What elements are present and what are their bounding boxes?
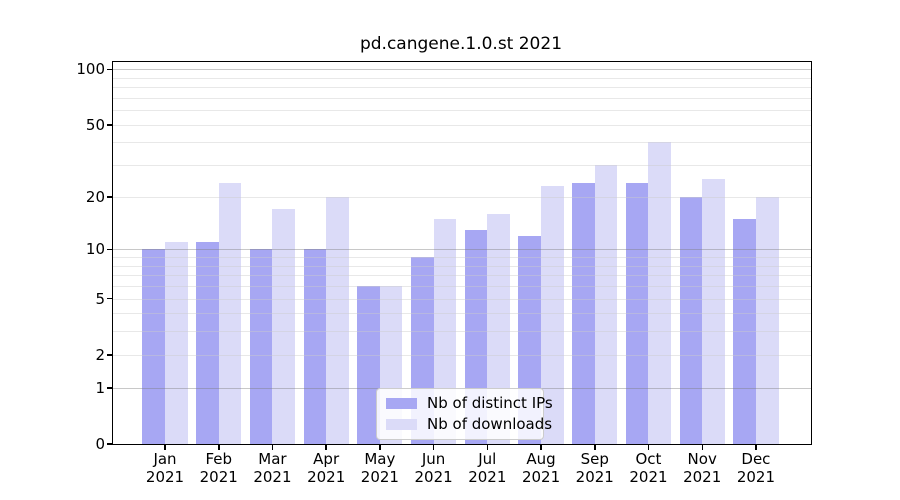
x-label-month: Nov xyxy=(687,450,717,468)
legend-label-downloads: Nb of downloads xyxy=(427,415,553,433)
x-axis-tick-label: Mar 2021 xyxy=(240,450,304,486)
bar-downloads-mar xyxy=(272,209,296,444)
x-label-year: 2021 xyxy=(199,468,238,486)
x-label-month: Jul xyxy=(478,450,497,468)
bar-downloads-apr xyxy=(326,196,349,444)
x-axis-tick-label: May 2021 xyxy=(348,450,412,486)
x-axis-tick-label: Jun 2021 xyxy=(402,450,466,486)
y-axis-tick xyxy=(107,248,112,251)
legend-item-distinct-ips: Nb of distinct IPs xyxy=(386,395,553,412)
x-label-year: 2021 xyxy=(575,468,614,486)
chart-title: pd.cangene.1.0.st 2021 xyxy=(359,34,563,54)
x-axis-tick xyxy=(271,445,274,450)
x-axis-tick-label: Apr 2021 xyxy=(294,450,358,486)
x-label-year: 2021 xyxy=(521,468,561,486)
y-axis-tick-label: 0 xyxy=(95,435,105,453)
x-label-month: May xyxy=(364,450,396,468)
y-axis-tick xyxy=(107,124,112,126)
x-axis-tick xyxy=(164,445,166,450)
bar-downloads-dec xyxy=(755,196,779,444)
x-label-year: 2021 xyxy=(468,468,507,486)
legend: Nb of distinct IPs Nb of downloads xyxy=(376,388,553,440)
x-axis-tick xyxy=(218,445,220,450)
x-label-month: Jun xyxy=(421,450,446,468)
y-axis-tick-label: 20 xyxy=(85,187,105,206)
bar-distinct-ips-sep xyxy=(572,182,595,444)
x-axis-tick xyxy=(325,445,327,450)
axis-ticks-layer xyxy=(107,62,811,450)
x-axis-tick xyxy=(486,445,489,450)
x-label-year: 2021 xyxy=(414,468,453,486)
bar-downloads-oct xyxy=(648,142,672,444)
x-axis-tick xyxy=(432,445,435,450)
bar-downloads-feb xyxy=(218,182,242,444)
x-label-year: 2021 xyxy=(683,468,722,486)
x-axis-tick xyxy=(594,445,596,450)
bar-distinct-ips-oct xyxy=(625,182,649,444)
legend-label-distinct-ips: Nb of distinct IPs xyxy=(427,394,553,412)
bar-distinct-ips-dec xyxy=(733,218,756,444)
x-label-year: 2021 xyxy=(253,468,292,486)
bar-distinct-ips-may xyxy=(357,286,380,444)
x-axis-tick-label: Oct 2021 xyxy=(616,450,680,486)
y-axis-tick xyxy=(107,196,112,198)
bar-downloads-jan xyxy=(165,242,188,444)
x-axis-tick-label: Jul 2021 xyxy=(455,450,519,486)
y-axis-tick-label: 5 xyxy=(95,289,105,308)
y-axis-tick xyxy=(107,68,112,70)
bar-distinct-ips-mar xyxy=(249,249,273,444)
bar-downloads-jul xyxy=(487,213,510,444)
x-label-year: 2021 xyxy=(360,468,399,486)
bar-distinct-ips-nov xyxy=(679,196,703,444)
bar-downloads-sep xyxy=(594,165,618,444)
y-axis-tick-label: 10 xyxy=(85,240,105,259)
plot-area: Nb of distinct IPs Nb of downloads xyxy=(107,61,812,450)
x-label-year: 2021 xyxy=(145,468,185,486)
x-label-month: Oct xyxy=(635,450,662,468)
y-axis-tick-label: 1 xyxy=(95,378,105,397)
x-label-month: Feb xyxy=(205,450,232,468)
x-label-year: 2021 xyxy=(307,468,346,486)
x-axis-tick-label: Jan 2021 xyxy=(133,450,197,486)
x-axis-tick xyxy=(647,445,650,450)
x-axis-tick xyxy=(379,445,381,450)
bar-distinct-ips-apr xyxy=(303,249,327,444)
bar-distinct-ips-jan xyxy=(142,249,165,444)
x-label-month: Jan xyxy=(153,450,177,468)
legend-swatch-distinct-ips-icon xyxy=(386,398,417,409)
x-label-year: 2021 xyxy=(629,468,668,486)
y-axis-tick-label: 2 xyxy=(95,345,105,364)
x-label-month: Mar xyxy=(258,450,287,468)
legend-swatch-downloads-icon xyxy=(386,419,417,430)
bar-downloads-nov xyxy=(702,179,725,444)
x-axis-tick xyxy=(540,445,542,450)
x-axis-tick-label: Sep 2021 xyxy=(563,450,627,486)
x-label-month: Dec xyxy=(741,450,771,468)
y-axis-tick-label: 100 xyxy=(76,60,105,79)
x-axis-tick xyxy=(755,445,757,450)
x-axis-tick xyxy=(701,445,703,450)
y-axis-tick xyxy=(107,354,112,356)
y-axis-tick xyxy=(107,443,112,445)
x-label-month: Apr xyxy=(313,450,340,468)
x-axis-tick-label: Feb 2021 xyxy=(187,450,251,486)
bar-distinct-ips-feb xyxy=(196,242,219,444)
x-label-month: Sep xyxy=(580,450,609,468)
x-label-year: 2021 xyxy=(736,468,775,486)
x-axis-tick-label: Aug 2021 xyxy=(509,450,573,486)
y-axis-tick xyxy=(107,297,112,300)
bar-downloads-jun xyxy=(433,218,457,444)
x-axis-tick-label: Nov 2021 xyxy=(670,450,734,486)
legend-item-downloads: Nb of downloads xyxy=(386,416,552,433)
y-axis-tick xyxy=(107,387,112,389)
x-label-month: Aug xyxy=(526,450,556,468)
bar-downloads-aug xyxy=(541,185,564,444)
y-axis-tick-label: 50 xyxy=(85,115,105,134)
x-axis-tick-label: Dec 2021 xyxy=(724,450,788,486)
